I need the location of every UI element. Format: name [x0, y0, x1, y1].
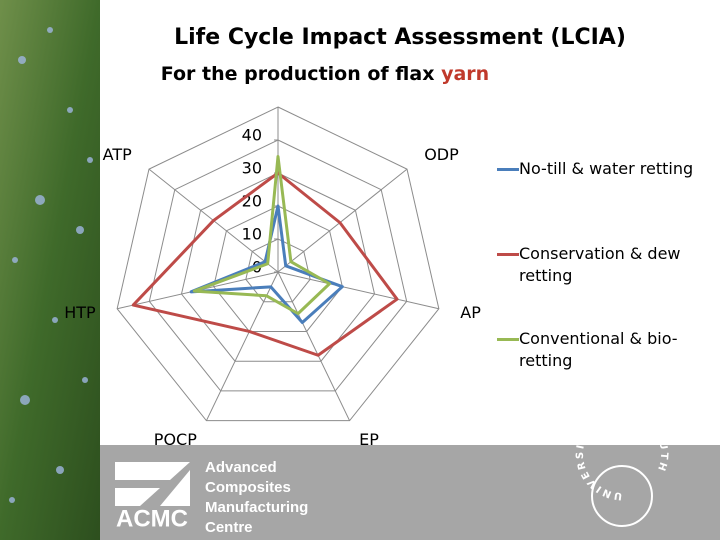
axis-spoke — [277, 271, 351, 421]
chart-subtitle: For the production of flax yarn — [161, 63, 489, 85]
subtitle-highlight: yarn — [441, 63, 489, 85]
footer-line: Advanced — [205, 459, 277, 476]
acmc-logo: ACMC — [116, 505, 188, 532]
legend-item: Conservation & dew retting — [497, 243, 712, 287]
axis-spoke — [277, 168, 408, 273]
grid-ring — [180, 172, 376, 362]
grid-ring — [148, 139, 408, 392]
footer-line: Manufacturing — [205, 499, 308, 516]
outer-ring — [116, 106, 440, 422]
axis-label: POCP — [154, 430, 197, 449]
legend-item: Conventional & bio-retting — [497, 328, 712, 372]
tick-label: 40 — [242, 126, 262, 145]
legend-swatch — [497, 168, 519, 171]
axis-spoke — [277, 271, 439, 310]
legend-item: No-till & water retting — [497, 158, 712, 180]
legend-label: Conservation & dew retting — [519, 244, 681, 285]
legend-swatch — [497, 253, 519, 256]
tick-label: 10 — [242, 225, 262, 244]
chart-title: Life Cycle Impact Assessment (LCIA) — [174, 25, 626, 50]
axis-label: EP — [359, 430, 379, 449]
legend-label: Conventional & bio-retting — [519, 329, 678, 370]
axis-label: ODP — [424, 145, 459, 164]
legend-label: No-till & water retting — [519, 159, 694, 178]
footer-bar — [100, 445, 720, 540]
acmc-icon — [115, 462, 190, 506]
footer-line: Centre — [205, 519, 253, 536]
footer-line: Composites — [205, 479, 291, 496]
subtitle-text: For the production of flax — [161, 63, 435, 85]
legend-swatch — [497, 338, 519, 341]
photo-flowers — [9, 27, 93, 503]
series-line — [131, 171, 399, 357]
axis-label: AP — [460, 303, 481, 322]
grid-ring — [213, 205, 343, 332]
axis-label: ATP — [103, 145, 132, 164]
series-line — [192, 155, 331, 316]
tick-label: 20 — [242, 192, 262, 211]
university-emblem — [591, 465, 653, 527]
tick-label: 30 — [242, 159, 262, 178]
axis-label: HTP — [64, 303, 96, 322]
photo-strip — [0, 0, 100, 540]
series-line — [189, 204, 344, 325]
